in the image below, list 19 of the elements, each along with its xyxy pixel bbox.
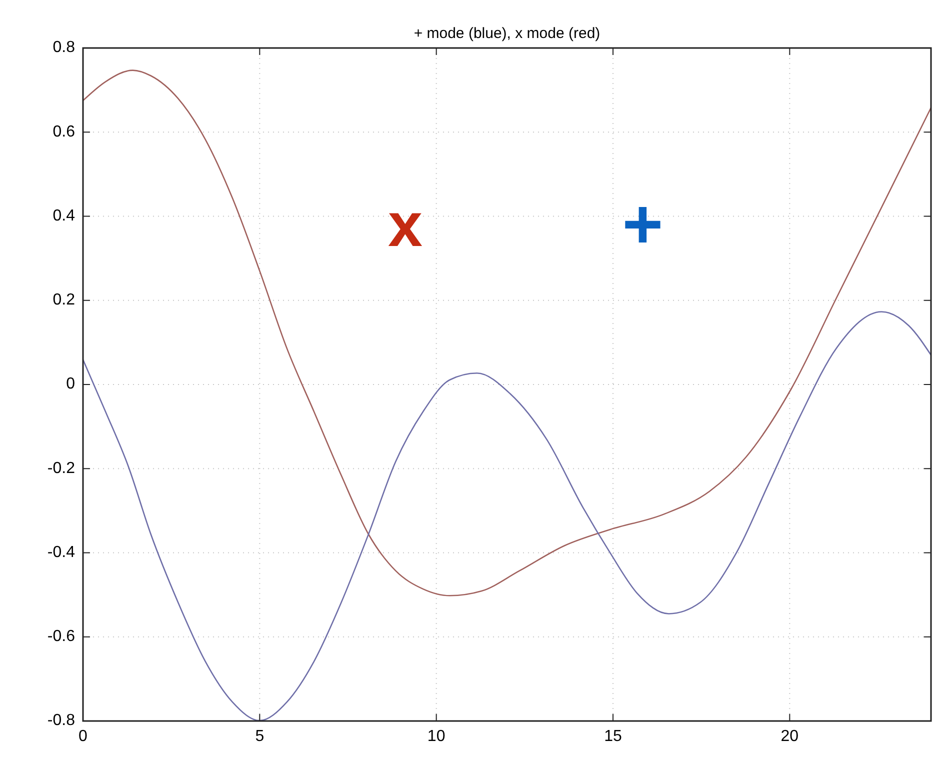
x-tick-label: 5 <box>255 728 264 745</box>
y-tick-label: 0.6 <box>52 123 76 140</box>
annotation: x <box>388 191 423 260</box>
y-tick-label: 0 <box>66 376 76 393</box>
y-tick-label: -0.4 <box>47 544 76 561</box>
y-tick-label: -0.6 <box>47 628 76 646</box>
y-tick-label: -0.8 <box>47 712 76 730</box>
y-tick-label: 0.2 <box>52 292 76 309</box>
chart-title: + mode (blue), x mode (red) <box>414 25 600 42</box>
y-tick-label: 0.8 <box>52 39 76 56</box>
line-series <box>82 70 932 596</box>
annotation: + <box>622 185 664 264</box>
line-series <box>82 311 932 722</box>
x-tick-label: 10 <box>427 728 446 745</box>
x-tick-label: 20 <box>780 728 799 745</box>
y-tick-label: 0.4 <box>52 207 76 224</box>
x-tick-label: 0 <box>78 728 88 745</box>
y-tick-label: -0.2 <box>47 460 76 477</box>
x-tick-label: 15 <box>604 728 622 745</box>
